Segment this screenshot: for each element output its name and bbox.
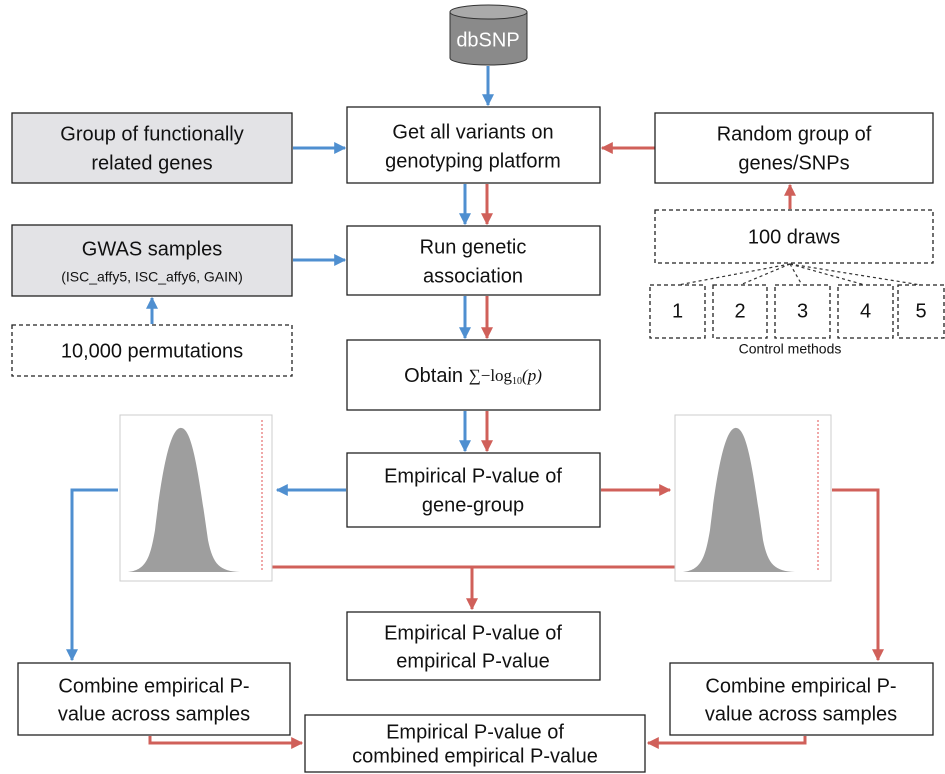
histogram-right (674, 414, 832, 582)
db-cylinder: dbSNP (449, 4, 528, 66)
control-label: 2 (734, 300, 745, 322)
node-label: Combine empirical P- (705, 675, 896, 697)
node-label: combined empirical P-value (352, 745, 598, 767)
control-box (712, 284, 768, 339)
node-box (654, 112, 934, 184)
node-box (346, 452, 601, 528)
node-box (346, 611, 601, 681)
node-label: genes/SNPs (738, 152, 849, 174)
node-label: Run genetic (420, 236, 527, 258)
caption: Control methods (739, 341, 842, 357)
control-box (837, 284, 894, 339)
node-label: value across samples (58, 703, 250, 725)
control-label: 4 (860, 300, 871, 322)
node-label: Get all variants on (392, 121, 553, 143)
control-label: 3 (797, 300, 808, 322)
node-label: (ISC_affy5, ISC_affy6, GAIN) (61, 269, 243, 285)
node-label: value across samples (705, 703, 897, 725)
node-box (11, 224, 293, 297)
control-box (897, 284, 945, 339)
node-label: 10,000 permutations (61, 340, 243, 362)
control-methods: 1 2 3 4 5 (649, 284, 945, 339)
node-label: association (423, 265, 523, 287)
control-label: 5 (915, 300, 926, 322)
control-label: 1 (672, 300, 683, 322)
node-label: gene-group (422, 494, 524, 516)
node-label: Empirical P-value of (384, 622, 562, 644)
node-label: Random group of (717, 123, 872, 145)
node-box (11, 112, 293, 184)
node-label: dbSNP (456, 29, 519, 51)
control-box (649, 284, 706, 339)
argument: (p) (522, 366, 542, 385)
node-label: related genes (91, 152, 212, 174)
node-box (654, 209, 934, 264)
node-box (346, 339, 601, 411)
node-box (346, 106, 601, 184)
label: Obtain (404, 365, 463, 387)
node-label: Group of functionally (60, 123, 243, 145)
node-label: GWAS samples (82, 238, 222, 260)
node-label: Empirical P-value of (384, 465, 562, 487)
node-box (346, 225, 601, 296)
node-label: 100 draws (748, 226, 840, 248)
formula: ∑−log (469, 366, 513, 385)
node-label: Obtain ∑−log10(p) (404, 365, 542, 387)
node-label: Empirical P-value of (386, 721, 564, 743)
node-label: empirical P-value (396, 650, 549, 672)
node-box (304, 714, 646, 773)
control-box (774, 284, 831, 339)
node-box (11, 324, 293, 377)
node-label: genotyping platform (385, 150, 561, 172)
node-box (17, 662, 291, 736)
histogram-left (119, 414, 273, 582)
subscript: 10 (512, 376, 522, 387)
node-label: Combine empirical P- (58, 675, 249, 697)
node-box (669, 662, 934, 736)
